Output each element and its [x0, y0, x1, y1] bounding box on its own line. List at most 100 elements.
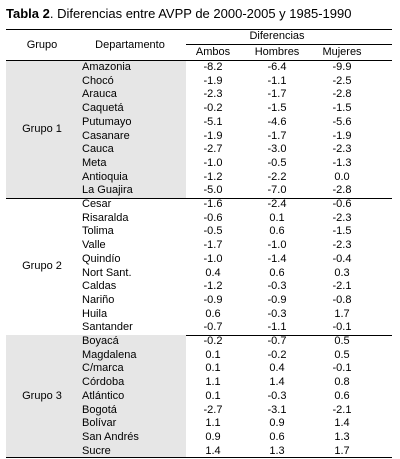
- value-cell: -7.0: [267, 184, 287, 197]
- value-cell: -0.1: [332, 321, 352, 334]
- value-cell: 0.4: [205, 266, 221, 279]
- header-cell: Grupo: [26, 39, 58, 51]
- value-cell: -2.3: [203, 88, 223, 101]
- group-label: Grupo 1: [22, 122, 62, 135]
- value-cell: -5.6: [332, 115, 352, 128]
- value-cell: -1.5: [332, 102, 352, 115]
- value-cell: -1.5: [267, 102, 287, 115]
- rule: [6, 198, 392, 199]
- value-cell: -0.9: [203, 293, 223, 306]
- department: Risaralda: [82, 211, 129, 224]
- value-cell: -1.9: [203, 129, 223, 142]
- group-shade: [6, 61, 186, 198]
- value-cell: -1.9: [203, 74, 223, 87]
- department: Atlántico: [82, 389, 125, 402]
- department: Boyacá: [82, 335, 119, 347]
- value-cell: -1.4: [267, 252, 287, 265]
- department: San Andrés: [82, 430, 139, 443]
- value-cell: -0.7: [203, 321, 223, 334]
- department: Sucre: [82, 444, 111, 457]
- value-cell: 0.4: [269, 362, 285, 375]
- header-cell: Diferencias: [249, 30, 305, 42]
- department: Bogotá: [82, 403, 117, 416]
- value-cell: -8.2: [203, 61, 223, 73]
- title: Tabla 2. Diferencias entre AVPP de 2000-…: [6, 6, 351, 21]
- value-cell: 0.0: [334, 170, 350, 183]
- department: C/marca: [82, 362, 124, 375]
- rule: [6, 60, 392, 61]
- value-cell: -0.2: [203, 335, 223, 347]
- department: La Guajira: [82, 184, 133, 197]
- value-cell: -3.1: [267, 403, 287, 416]
- value-cell: -9.9: [332, 61, 352, 73]
- header-cell: Ambos: [195, 46, 231, 58]
- value-cell: -2.8: [332, 88, 352, 101]
- department: Valle: [82, 239, 106, 252]
- title-text: . Diferencias entre AVPP de 2000-2005 y …: [49, 6, 352, 21]
- department: Putumayo: [82, 115, 132, 128]
- value-cell: -0.3: [267, 280, 287, 293]
- value-cell: -0.2: [203, 102, 223, 115]
- value-cell: -2.3: [332, 211, 352, 224]
- value-cell: 0.6: [334, 389, 350, 402]
- value-cell: 0.9: [269, 417, 285, 430]
- value-cell: -2.3: [332, 239, 352, 252]
- value-cell: -2.1: [332, 280, 352, 293]
- header-cell: Mujeres: [322, 46, 362, 58]
- department: Casanare: [82, 129, 130, 142]
- department: Magdalena: [82, 348, 137, 361]
- value-cell: 0.3: [334, 266, 350, 279]
- value-cell: 1.1: [205, 376, 221, 389]
- value-cell: -2.3: [332, 143, 352, 156]
- value-cell: 0.1: [205, 362, 221, 375]
- value-cell: -2.1: [332, 403, 352, 416]
- value-cell: 0.1: [205, 348, 221, 361]
- value-cell: -5.0: [203, 184, 223, 197]
- department: Huila: [82, 307, 108, 320]
- value-cell: -0.6: [332, 198, 352, 210]
- rule: [6, 335, 392, 336]
- department: Antioquia: [82, 170, 128, 183]
- value-cell: -0.1: [332, 362, 352, 375]
- department: Cesar: [82, 198, 112, 210]
- value-cell: -1.1: [267, 74, 287, 87]
- department: Tolima: [82, 225, 114, 238]
- value-cell: -0.8: [332, 293, 352, 306]
- value-cell: 0.1: [205, 389, 221, 402]
- department: Caquetá: [82, 102, 124, 115]
- department: Quindío: [82, 252, 121, 265]
- title-label: Tabla 2: [6, 6, 50, 21]
- value-cell: 0.6: [205, 307, 221, 320]
- value-cell: -0.2: [267, 348, 287, 361]
- value-cell: -0.9: [267, 293, 287, 306]
- value-cell: -2.5: [332, 74, 352, 87]
- value-cell: -2.7: [203, 403, 223, 416]
- group-shade: [6, 335, 186, 459]
- value-cell: -6.4: [267, 61, 287, 73]
- value-cell: 1.4: [205, 444, 221, 457]
- group-label: Grupo 3: [22, 389, 62, 402]
- value-cell: 1.3: [334, 430, 350, 443]
- value-cell: 1.4: [334, 417, 350, 430]
- value-cell: -5.1: [203, 115, 223, 128]
- value-cell: 0.1: [269, 211, 285, 224]
- department: Córdoba: [82, 376, 125, 389]
- value-cell: 0.8: [334, 376, 350, 389]
- department: Santander: [82, 321, 133, 334]
- value-cell: -0.3: [267, 389, 287, 402]
- value-cell: 1.1: [205, 417, 221, 430]
- department: Nort Sant.: [82, 266, 132, 279]
- department: Caldas: [82, 280, 117, 293]
- value-cell: -1.0: [203, 156, 223, 169]
- department: Nariño: [82, 293, 115, 306]
- value-cell: -2.8: [332, 184, 352, 197]
- value-cell: -1.0: [267, 239, 287, 252]
- value-cell: 1.3: [269, 444, 285, 457]
- rule: [6, 29, 392, 30]
- value-cell: 1.7: [334, 307, 350, 320]
- value-cell: -1.7: [203, 239, 223, 252]
- value-cell: -1.1: [267, 321, 287, 334]
- value-cell: -1.0: [203, 252, 223, 265]
- value-cell: -3.0: [267, 143, 287, 156]
